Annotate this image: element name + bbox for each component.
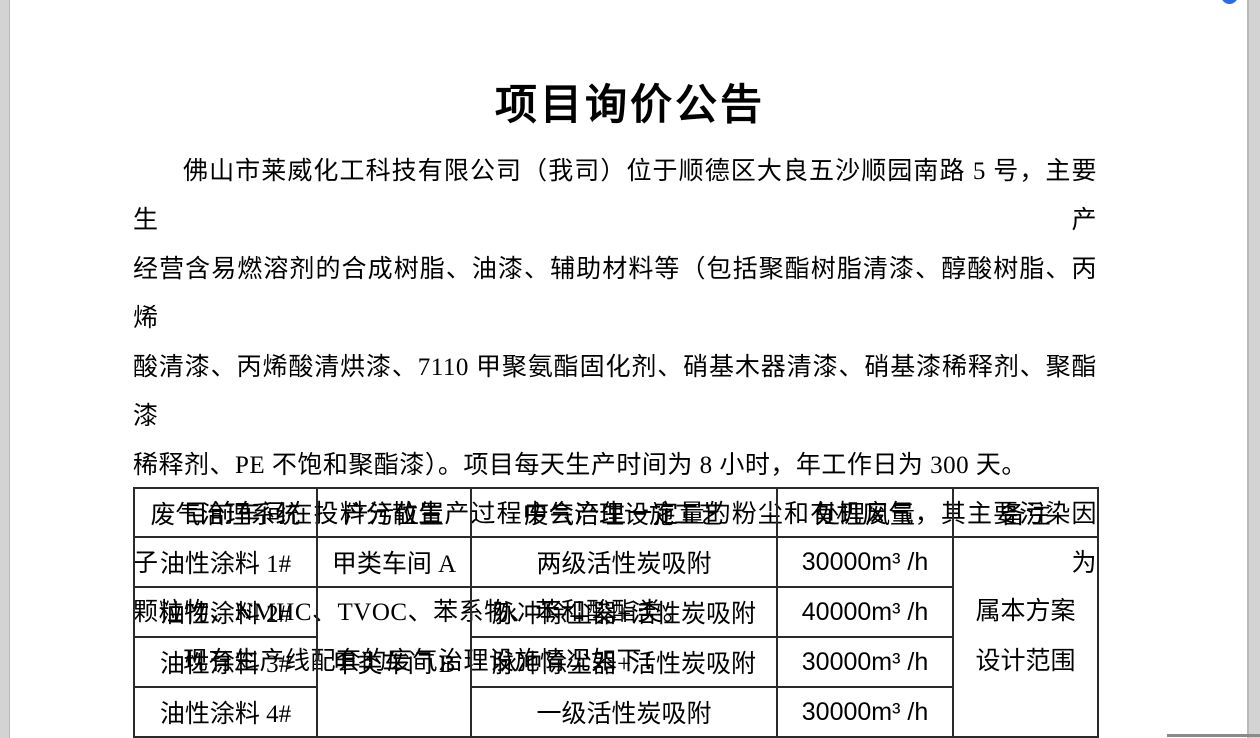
document-title: 项目询价公告 xyxy=(494,83,765,129)
cell-process: 一级活性炭吸附 xyxy=(470,686,778,738)
horizontal-scrollbar-edge[interactable] xyxy=(1167,734,1260,737)
header-process: 废气治理设施工艺 xyxy=(470,487,778,538)
header-airflow: 处理风量 xyxy=(776,487,954,538)
table-header-row: 废气治理系统 产污位置 废气治理设施工艺 处理风量 备注 xyxy=(133,487,1099,538)
cell-system: 油性涂料 3# xyxy=(133,636,318,688)
header-remark: 备注 xyxy=(952,487,1099,538)
scroll-to-top-button[interactable] xyxy=(1221,0,1238,4)
paragraph-company-intro: 佛山市莱威化工科技有限公司（我司）位于顺德区大良五沙顺园南路 5 号，主要生产 … xyxy=(133,147,1097,490)
cell-airflow: 30000m³ /h xyxy=(776,536,954,588)
cell-location: 甲类车间 A xyxy=(316,536,472,588)
header-location: 产污位置 xyxy=(316,487,472,538)
table-row: 油性涂料 4# 一级活性炭吸附 30000m³ /h xyxy=(133,686,1098,738)
text-line: 佛山市莱威化工科技有限公司（我司）位于顺德区大良五沙顺园南路 5 号，主要生产 xyxy=(133,158,1097,234)
cell-remark-merged: 属本方案 设计范围 xyxy=(952,536,1099,738)
cell-location-merged: 甲类车间 B xyxy=(316,586,472,738)
cell-airflow: 30000m³ /h xyxy=(776,636,954,688)
cell-airflow: 30000m³ /h xyxy=(776,686,954,738)
text-line: 酸清漆、丙烯酸清烘漆、7110 甲聚氨酯固化剂、硝基木器清漆、硝基漆稀释剂、聚酯… xyxy=(133,354,1097,430)
cell-system: 油性涂料 4# xyxy=(133,686,318,738)
cell-system: 油性涂料 1# xyxy=(133,536,318,588)
cell-process: 脉冲除尘器+活性炭吸附 xyxy=(470,586,778,638)
cell-airflow: 40000m³ /h xyxy=(776,586,954,638)
cell-process: 两级活性炭吸附 xyxy=(470,536,778,588)
vertical-scrollbar-track[interactable] xyxy=(1248,0,1260,738)
remark-line: 属本方案 xyxy=(975,598,1076,625)
table-row: 油性涂料 2# 甲类车间 B 脉冲除尘器+活性炭吸附 40000m³ /h xyxy=(133,586,1098,738)
treatment-facilities-table: 废气治理系统 产污位置 废气治理设施工艺 处理风量 备注 油性涂料 1# 甲类车… xyxy=(133,487,1099,738)
header-system: 废气治理系统 xyxy=(133,487,318,538)
table-row: 油性涂料 1# 甲类车间 A 两级活性炭吸附 30000m³ /h 属本方案 设… xyxy=(133,536,1099,738)
document-content: 项目询价公告 佛山市莱威化工科技有限公司（我司）位于顺德区大良五沙顺园南路 5 … xyxy=(133,0,1099,738)
app-background-left-strip xyxy=(0,0,9,738)
cell-system: 油性涂料 2# xyxy=(133,586,318,638)
table-row: 油性涂料 3# 脉冲除尘器+活性炭吸附 30000m³ /h xyxy=(133,636,1098,688)
text-line: 稀释剂、PE 不饱和聚酯漆）。项目每天生产时间为 8 小时，年工作日为 300 … xyxy=(133,452,1027,479)
text-line: 经营含易燃溶剂的合成树脂、油漆、辅助材料等（包括聚酯树脂清漆、醇酸树脂、丙烯 xyxy=(133,256,1097,332)
cell-process: 脉冲除尘器+活性炭吸附 xyxy=(470,636,778,688)
remark-line: 设计范围 xyxy=(975,648,1076,675)
